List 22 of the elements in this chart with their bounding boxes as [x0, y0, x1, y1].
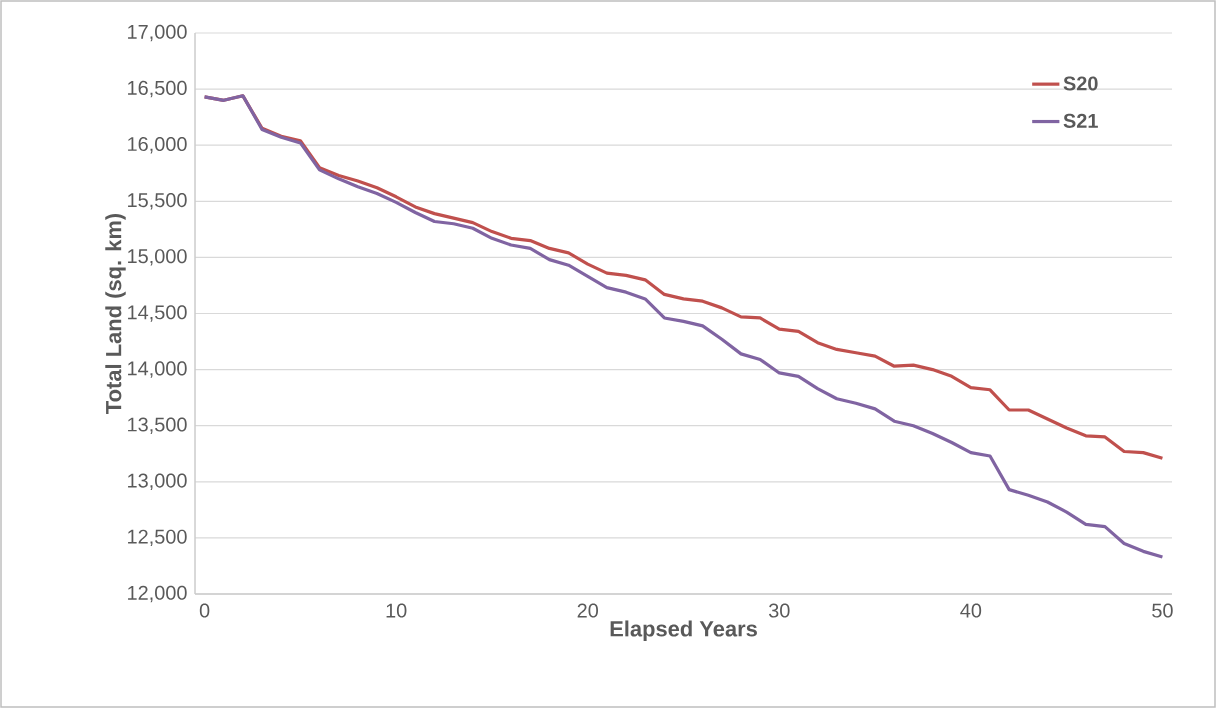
x-tick-label: 0	[199, 603, 210, 618]
y-tick-label: 14,500	[128, 305, 187, 322]
x-tick-label: 40	[960, 603, 982, 618]
legend-label: S21	[1063, 113, 1098, 128]
y-tick-label: 16,500	[128, 80, 187, 98]
y-tick-label: 14,000	[128, 361, 187, 378]
y-tick-label: 15,000	[128, 249, 187, 266]
y-tick-label: 13,000	[128, 473, 187, 491]
y-tick-label: 12,500	[128, 529, 187, 547]
y-tick-label: 12,000	[128, 585, 187, 603]
x-tick-label: 20	[577, 603, 599, 618]
x-tick-label: 50	[1152, 603, 1173, 618]
legend-label: S20	[1063, 76, 1098, 91]
y-axis-title: Total Land (sq. km)	[105, 213, 126, 414]
y-tick-label: 16,000	[128, 136, 187, 154]
y-tick-label: 15,500	[128, 193, 187, 210]
x-tick-label: 10	[386, 603, 407, 618]
y-tick-label: 13,500	[128, 417, 187, 434]
x-axis-title: Elapsed Years	[610, 620, 757, 641]
y-tick-label: 17,000	[128, 24, 187, 42]
line-series	[202, 94, 1165, 559]
x-tick-label: 30	[768, 603, 790, 618]
